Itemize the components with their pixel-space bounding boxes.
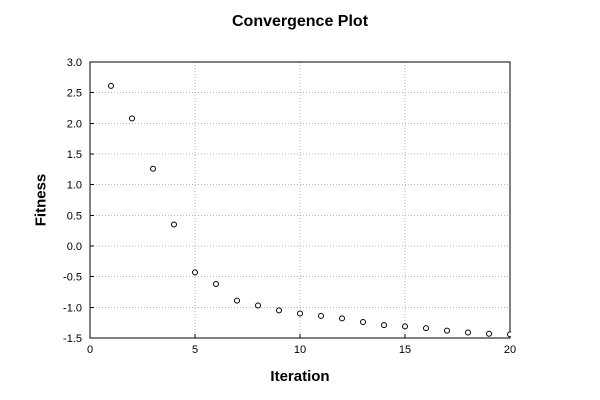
scatter-series	[108, 82, 511, 338]
y-tick-label: 1.0	[67, 180, 82, 192]
data-point	[423, 325, 429, 332]
y-tick-label: -1.0	[63, 302, 82, 314]
y-tick-label: 0.5	[67, 210, 82, 222]
data-point	[150, 165, 156, 172]
y-tick-label: -0.5	[63, 272, 82, 284]
x-axis-label: Iteration	[270, 368, 330, 385]
data-point	[297, 310, 303, 317]
y-tick-label: 1.5	[67, 149, 82, 161]
data-point	[402, 323, 408, 330]
chart-title: Convergence Plot	[231, 13, 369, 30]
data-point	[465, 329, 471, 336]
data-point	[318, 312, 324, 319]
data-point	[381, 322, 387, 329]
data-point	[171, 221, 177, 228]
x-tick-label: 10	[294, 344, 306, 356]
data-point	[360, 319, 366, 326]
data-point	[486, 330, 492, 337]
data-point	[444, 327, 450, 334]
y-tick-label: 0.0	[67, 241, 82, 253]
data-point	[255, 302, 261, 309]
data-point	[213, 281, 219, 288]
data-point	[129, 115, 135, 122]
data-point	[339, 315, 345, 322]
y-tick-label: 2.5	[67, 88, 82, 100]
y-tick-label: 2.0	[67, 118, 82, 130]
x-tick-label: 15	[399, 344, 411, 356]
data-point	[507, 331, 511, 338]
data-point	[276, 307, 282, 314]
y-tick-label: -1.5	[63, 333, 82, 345]
data-point	[192, 269, 198, 276]
data-point	[108, 82, 114, 89]
x-tick-label: 5	[192, 344, 198, 356]
x-tick-label: 0	[87, 344, 93, 356]
y-tick-label: 3.0	[67, 57, 82, 69]
x-tick-label: 20	[504, 344, 516, 356]
data-point	[234, 297, 240, 304]
